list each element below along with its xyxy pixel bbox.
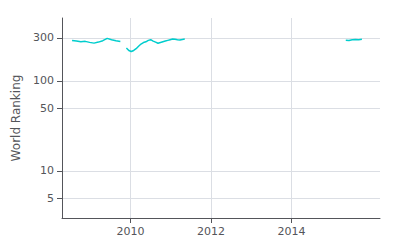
svg-text:300: 300 xyxy=(33,31,54,44)
svg-text:100: 100 xyxy=(33,74,54,87)
svg-text:2012: 2012 xyxy=(197,225,225,238)
svg-text:2010: 2010 xyxy=(116,225,144,238)
svg-text:10: 10 xyxy=(40,164,54,177)
svg-text:World Ranking: World Ranking xyxy=(9,75,23,162)
svg-text:5: 5 xyxy=(47,192,54,205)
svg-text:50: 50 xyxy=(40,102,54,115)
svg-text:2014: 2014 xyxy=(277,225,305,238)
